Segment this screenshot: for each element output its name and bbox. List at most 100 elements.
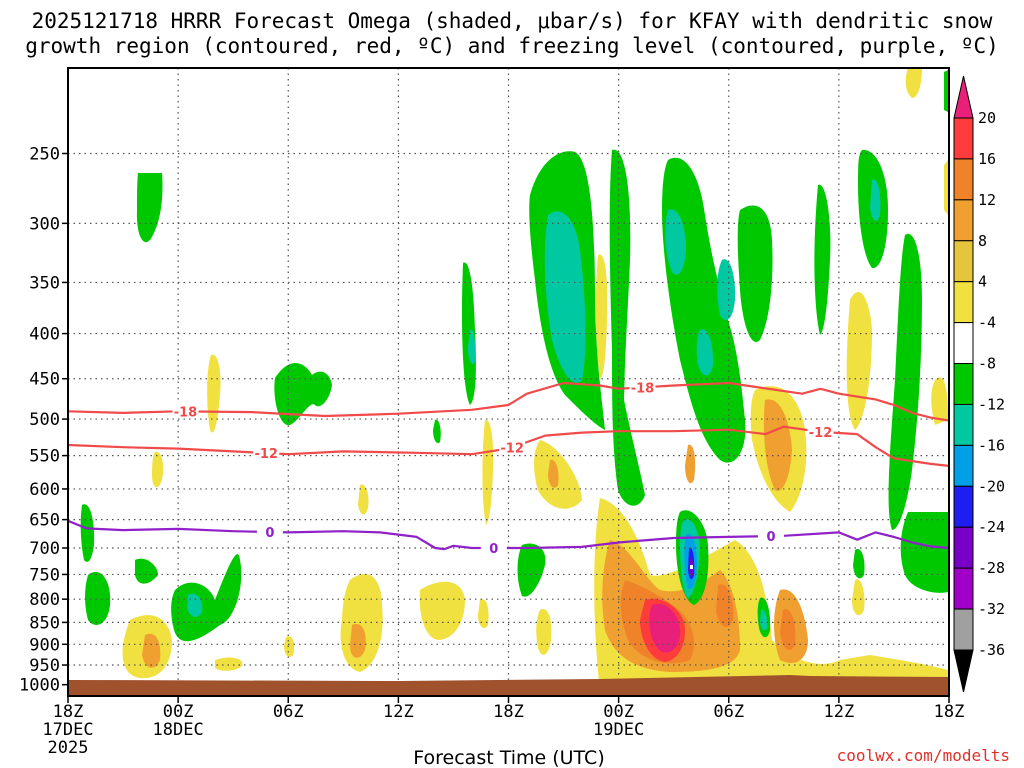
y-tick-label: 850 [29,613,60,633]
colorbar-band [953,485,974,528]
contour-label-bg [629,379,656,395]
shade-green-8 [900,512,948,593]
shade-green-19 [433,419,441,444]
shade-green-13 [85,571,111,625]
colorbar-label: -12 [978,395,1005,413]
colorbar-band [953,444,974,487]
colorbar-bottom-arrow [953,649,974,693]
chart-title-line2: growth region (contoured, red, ºC) and f… [25,34,999,58]
colorbar-band [953,403,974,446]
shade-teal-3 [717,259,736,320]
y-tick-label: 450 [29,370,60,390]
colorbar-band [953,281,974,324]
shade-yellow-19 [284,636,295,657]
shade-orange-5 [350,623,366,658]
contour-label: 0 [489,542,498,557]
shade-green-4 [737,205,773,342]
colorbar-label: 16 [978,150,996,168]
contour-label: -18 [631,381,655,396]
contour-label-bg [253,445,280,461]
x-tick-label: 06Z [713,702,744,722]
shade-yellow-16 [478,599,489,629]
shade-green-11 [461,262,476,405]
shade-yellow-13 [152,451,164,488]
shade-green-10 [136,173,163,243]
shade-teal-5 [870,179,881,221]
shade-yellow-20 [944,160,948,215]
colorbar-label: -20 [978,477,1005,495]
shade-orange-dark-2 [716,584,734,627]
shade-yellow-17 [852,579,865,616]
shade-teal-4 [696,329,714,376]
shade-teal-7 [187,593,203,617]
contour-label-bg [499,439,526,455]
y-axis: 2503003504004505005506006507007508008509… [19,144,68,696]
colorbar-band [953,322,974,365]
colorbar-label: -8 [978,355,996,373]
y-tick-label: 700 [29,539,60,559]
chart-title-line1: 2025121718 HRRR Forecast Omega (shaded, … [32,9,993,33]
shade-orange-3 [763,399,792,491]
y-tick-label: 400 [29,325,60,345]
y-tick-label: 750 [29,565,60,585]
shade-green-20 [944,70,948,112]
y-tick-label: 350 [29,273,60,293]
credit-text: coolwx.com/modelts [837,746,1010,765]
colorbar-label: -36 [978,641,1005,659]
shade-orange-4 [142,633,161,668]
colorbar-label: -32 [978,600,1005,618]
colorbar-top-arrow [953,75,974,119]
contour-label-bg [480,540,507,556]
colorbar-band [953,567,974,610]
shade-yellow-11 [482,419,494,525]
plot-area: -18 -18 -12 -12 -12 0 0 0 [68,68,949,696]
colorbar: 20 16 12 8 4 -4 -8 -12 -16 -20 -24 -28 -32 -36 [953,75,1005,693]
shade-green-6 [814,184,831,335]
contour-label: 0 [265,526,274,541]
contour-label: 0 [766,530,775,545]
contour-label-bg [172,403,199,419]
shade-yellow-5 [419,581,465,640]
colorbar-band [953,608,974,651]
terrain-ground [68,675,949,696]
shade-teal-1 [544,211,586,383]
colorbar-label: -28 [978,559,1005,577]
y-tick-label: 800 [29,590,60,610]
contour-label-bg [807,423,834,439]
contour-line--18 [68,381,949,422]
contour-labels: -18 -18 -12 -12 -12 0 0 0 [172,379,834,557]
shade-green-14 [171,554,242,642]
shade-yellow-15 [536,609,552,655]
y-tick-label: 950 [29,656,60,676]
y-tick-label: 300 [29,214,60,234]
x-tick-label: 00Z [603,702,634,722]
x-tick-label: 06Z [273,702,304,722]
x-tick-label: 18Z [493,702,524,722]
x-tick-label: 12Z [383,702,414,722]
y-tick-label: 600 [29,480,60,500]
shade-yellow-10 [207,354,221,433]
shade-teal-2 [665,209,686,275]
y-tick-label: 900 [29,635,60,655]
shade-green-15 [135,558,158,584]
omega-shading [80,68,948,690]
shade-green-21 [853,549,865,579]
colorbar-label: 20 [978,109,996,127]
colorbar-band [953,158,974,201]
shade-orange-dark-3 [780,609,796,651]
x-tick-label: 2025 [48,738,89,758]
colorbar-label: 4 [978,273,987,291]
x-axis-label: Forecast Time (UTC) [413,747,604,768]
shade-green-7 [888,233,922,530]
shade-magenta-1 [649,603,681,653]
colorbar-label: 8 [978,232,987,250]
contour-label-bg [256,523,283,539]
contour-label: -12 [809,426,833,441]
x-tick-label: 18Z [934,702,965,722]
contour-label: -12 [254,447,278,462]
y-tick-label: 550 [29,447,60,467]
y-tick-label: 250 [29,144,60,164]
contour-label: -18 [174,405,198,420]
